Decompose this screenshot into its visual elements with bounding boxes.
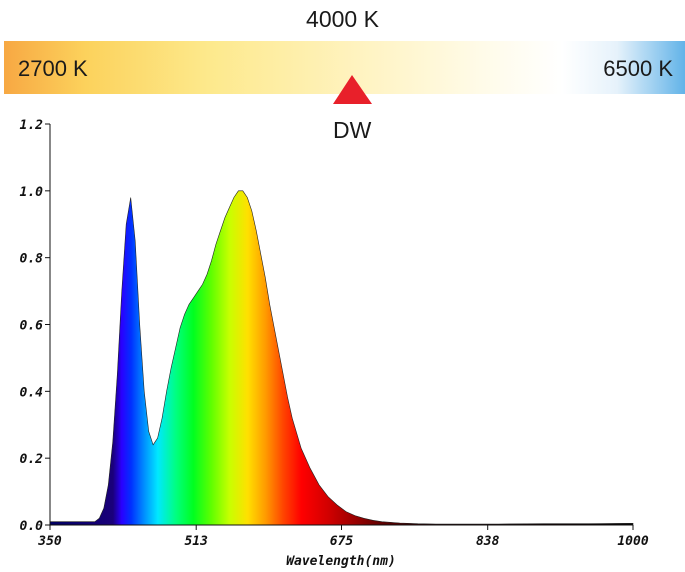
cct-min-label: 2700 K <box>18 56 88 81</box>
cct-max-label: 6500 K <box>603 56 673 81</box>
y-tick-label: 1.2 <box>20 118 44 133</box>
x-tick-label: 838 <box>476 534 500 549</box>
x-tick-label: 1000 <box>617 534 648 549</box>
x-ticks: 350 513 675 838 1000 <box>37 525 649 549</box>
y-tick-label: 0.6 <box>20 319 44 334</box>
cct-marker-triangle <box>333 75 372 104</box>
y-tick-label: 1.0 <box>20 185 44 200</box>
x-axis-title: Wavelength(nm) <box>286 554 396 569</box>
cct-gradient-bar <box>4 41 685 94</box>
spectrum-area <box>49 190 634 526</box>
y-tick-label: 0.2 <box>20 452 44 467</box>
y-tick-label: 0.8 <box>20 252 44 267</box>
x-tick-label: 513 <box>184 534 208 549</box>
x-tick-label: 675 <box>330 534 354 549</box>
plot-area <box>49 190 634 526</box>
cct-title: 4000 K <box>306 6 379 32</box>
y-tick-label: 0.0 <box>20 519 44 534</box>
x-tick-label: 350 <box>37 534 62 549</box>
y-ticks: 0.0 0.2 0.4 0.6 0.8 1.0 1.2 <box>20 118 50 534</box>
cct-marker <box>333 75 372 104</box>
y-tick-label: 0.4 <box>20 385 44 400</box>
cct-marker-label: DW <box>333 117 372 143</box>
